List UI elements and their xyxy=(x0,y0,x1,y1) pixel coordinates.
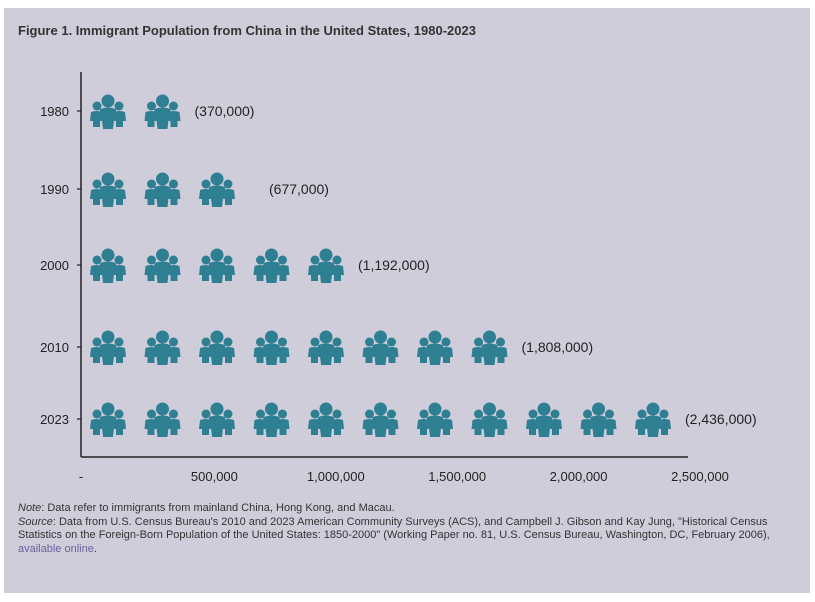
people-group-icon xyxy=(417,402,453,437)
figure-panel xyxy=(4,8,810,593)
people-group-icon xyxy=(199,248,235,283)
data-label: (2,436,000) xyxy=(685,411,757,427)
people-group-icon xyxy=(144,330,181,365)
y-tick-label: 2023 xyxy=(40,412,69,427)
y-tick-label: 1990 xyxy=(40,182,69,197)
people-group-icon xyxy=(90,94,126,129)
x-tick-label: 2,000,000 xyxy=(550,469,608,484)
source-label: Source xyxy=(18,515,53,528)
y-tick-label: 2010 xyxy=(40,340,69,355)
y-tick-label: 2000 xyxy=(40,258,69,273)
people-group-icon xyxy=(199,172,235,207)
people-group-icon xyxy=(417,330,453,365)
chart-notes: Note: Data refer to immigrants from main… xyxy=(18,502,778,556)
data-label: (677,000) xyxy=(269,181,329,197)
people-group-icon xyxy=(308,248,344,283)
people-group-icon xyxy=(253,248,290,283)
people-group-icon xyxy=(199,402,235,437)
note-label: Note xyxy=(18,502,42,514)
x-tick-label: 2,500,000 xyxy=(671,469,729,484)
data-label: (370,000) xyxy=(195,103,255,119)
people-group-icon xyxy=(526,402,562,437)
people-group-icon xyxy=(362,330,399,365)
source-text: : Data from U.S. Census Bureau's 2010 an… xyxy=(18,515,770,542)
data-label: (1,192,000) xyxy=(358,257,430,273)
people-group-icon xyxy=(144,248,181,283)
people-group-icon xyxy=(90,330,126,365)
x-tick-label: 1,000,000 xyxy=(307,469,365,484)
people-group-icon xyxy=(144,172,181,207)
people-group-icon xyxy=(253,402,290,437)
data-label: (1,808,000) xyxy=(522,339,594,355)
y-tick-label: 1980 xyxy=(40,104,69,119)
people-group-icon xyxy=(90,248,126,283)
people-group-icon xyxy=(253,330,290,365)
source-end: . xyxy=(93,542,97,555)
note-text: : Data refer to immigrants from mainland… xyxy=(41,502,395,514)
people-group-icon xyxy=(471,330,508,365)
people-group-icon xyxy=(90,172,126,207)
people-group-icon xyxy=(144,94,181,129)
x-tick-label: 1,500,000 xyxy=(428,469,486,484)
available-online-link[interactable]: available online xyxy=(18,542,94,555)
source-line: Source: Data from U.S. Census Bureau's 2… xyxy=(18,516,778,557)
people-group-icon xyxy=(90,402,126,437)
note-line: Note: Data refer to immigrants from main… xyxy=(18,502,778,516)
x-tick-label: - xyxy=(79,469,83,484)
people-group-icon xyxy=(308,402,344,437)
x-tick-label: 500,000 xyxy=(191,469,238,484)
people-group-icon xyxy=(580,402,617,437)
people-group-icon xyxy=(144,402,181,437)
people-group-icon xyxy=(635,402,671,437)
people-group-icon xyxy=(362,402,399,437)
people-group-icon xyxy=(199,330,235,365)
people-group-icon xyxy=(471,402,508,437)
chart-title: Figure 1. Immigrant Population from Chin… xyxy=(18,23,476,38)
people-group-icon xyxy=(308,330,344,365)
